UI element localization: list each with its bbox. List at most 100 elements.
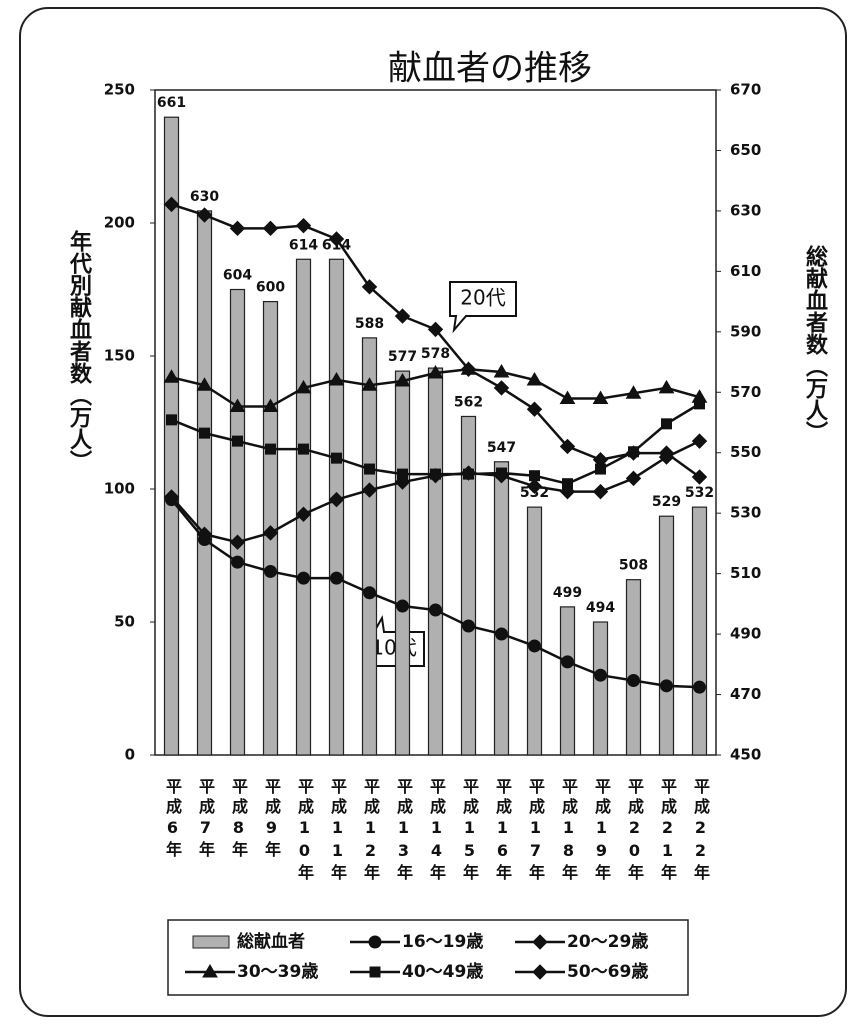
marker bbox=[229, 534, 246, 550]
marker bbox=[396, 599, 409, 613]
bar-value-label: 630 bbox=[190, 189, 219, 205]
y2-tick-label: 530 bbox=[730, 504, 761, 522]
marker bbox=[460, 361, 477, 375]
marker bbox=[594, 668, 607, 682]
legend-label: 30～39歳 bbox=[237, 961, 318, 982]
x-tick-label: 平成13年 bbox=[394, 778, 413, 884]
callout-20: 20代 bbox=[449, 281, 517, 334]
bar bbox=[229, 288, 246, 756]
legend-label: 16～19歳 bbox=[402, 931, 483, 952]
y2-tick-label: 610 bbox=[730, 262, 761, 280]
marker bbox=[691, 469, 708, 485]
bar-value-label: 562 bbox=[454, 394, 483, 410]
marker bbox=[429, 603, 442, 617]
marker bbox=[394, 373, 411, 387]
marker bbox=[627, 674, 640, 688]
marker bbox=[595, 463, 606, 475]
marker bbox=[199, 427, 210, 439]
bar bbox=[658, 515, 675, 756]
y2-tick-label: 470 bbox=[730, 685, 761, 703]
y-tick-label: 50 bbox=[114, 613, 135, 631]
x-tick-label: 平成11年 bbox=[328, 778, 347, 884]
y-tick-label: 150 bbox=[104, 347, 135, 365]
legend-label: 20～29歳 bbox=[567, 931, 648, 952]
marker bbox=[163, 369, 180, 383]
bar bbox=[394, 370, 411, 756]
y2-tick-label: 590 bbox=[730, 322, 761, 340]
legend-item: 20～29歳 bbox=[515, 931, 648, 952]
marker bbox=[264, 564, 277, 578]
x-tick-label: 平成19年 bbox=[592, 778, 611, 884]
marker bbox=[661, 418, 672, 430]
x-tick-label: 平成17年 bbox=[526, 778, 545, 884]
marker bbox=[628, 446, 639, 458]
marker bbox=[625, 470, 642, 487]
bar-value-label: 661 bbox=[157, 95, 186, 111]
marker bbox=[229, 220, 246, 237]
y2-tick-label: 670 bbox=[730, 81, 761, 99]
x-tick-label: 平成18年 bbox=[559, 778, 578, 884]
y2-tick-label: 450 bbox=[730, 746, 761, 764]
marker bbox=[427, 365, 444, 379]
legend-label: 40～49歳 bbox=[402, 961, 483, 982]
legend-item: 総献血者 bbox=[192, 931, 305, 952]
legend-item: 30～39歳 bbox=[185, 961, 318, 982]
marker bbox=[297, 571, 310, 585]
marker bbox=[493, 467, 510, 484]
x-tick-label: 平成22年 bbox=[691, 778, 710, 884]
marker bbox=[265, 443, 276, 455]
marker bbox=[328, 371, 345, 386]
marker bbox=[694, 398, 705, 410]
marker bbox=[295, 506, 312, 522]
marker bbox=[262, 398, 279, 413]
marker bbox=[559, 483, 576, 500]
x-tick-label: 平成14年 bbox=[427, 778, 446, 884]
x-tick-label: 平成15年 bbox=[460, 778, 479, 884]
marker bbox=[427, 467, 444, 484]
marker bbox=[559, 390, 576, 405]
y2-tick-label: 570 bbox=[730, 383, 761, 401]
marker bbox=[163, 489, 180, 505]
callout-shape bbox=[449, 281, 517, 334]
y2-tick-label: 510 bbox=[730, 564, 761, 582]
bar-value-label: 600 bbox=[256, 280, 285, 296]
marker bbox=[295, 379, 312, 394]
y-axis-title: 年代別献血者数（万人） bbox=[66, 229, 93, 472]
x-tick-label: 平成16年 bbox=[493, 778, 512, 884]
bar-value-label: 494 bbox=[586, 600, 615, 616]
marker bbox=[361, 279, 378, 295]
y2-tick-label: 630 bbox=[730, 201, 761, 219]
legend-label: 50～69歳 bbox=[567, 961, 648, 982]
marker bbox=[295, 217, 312, 234]
legend-swatch bbox=[192, 935, 230, 949]
x-tick-label: 平成20年 bbox=[625, 778, 644, 884]
marker bbox=[368, 935, 382, 949]
bar bbox=[460, 415, 477, 756]
y-tick-label: 250 bbox=[104, 81, 135, 99]
marker bbox=[427, 321, 444, 338]
bar-value-label: 532 bbox=[685, 485, 714, 501]
annotation: 20代 bbox=[460, 286, 505, 310]
bar bbox=[493, 461, 510, 756]
bar-value-label: 499 bbox=[553, 585, 582, 601]
marker bbox=[658, 449, 675, 465]
marker bbox=[394, 308, 411, 324]
y2-axis-title: 総献血者数（万人） bbox=[802, 244, 829, 443]
marker bbox=[231, 555, 244, 569]
legend-item: 16～19歳 bbox=[350, 931, 483, 952]
bar bbox=[361, 337, 378, 756]
bar-value-label: 508 bbox=[619, 558, 648, 574]
x-tick-label: 平成10年 bbox=[295, 778, 314, 884]
marker bbox=[328, 491, 345, 508]
marker bbox=[693, 680, 706, 694]
bar bbox=[691, 506, 708, 756]
legend-item: 50～69歳 bbox=[515, 961, 648, 982]
marker bbox=[163, 196, 180, 213]
marker bbox=[493, 363, 510, 378]
y-tick-label: 200 bbox=[104, 214, 135, 232]
bar-value-label: 614 bbox=[289, 237, 318, 253]
marker bbox=[691, 433, 708, 449]
marker bbox=[361, 377, 378, 391]
y2-tick-label: 490 bbox=[730, 625, 761, 643]
